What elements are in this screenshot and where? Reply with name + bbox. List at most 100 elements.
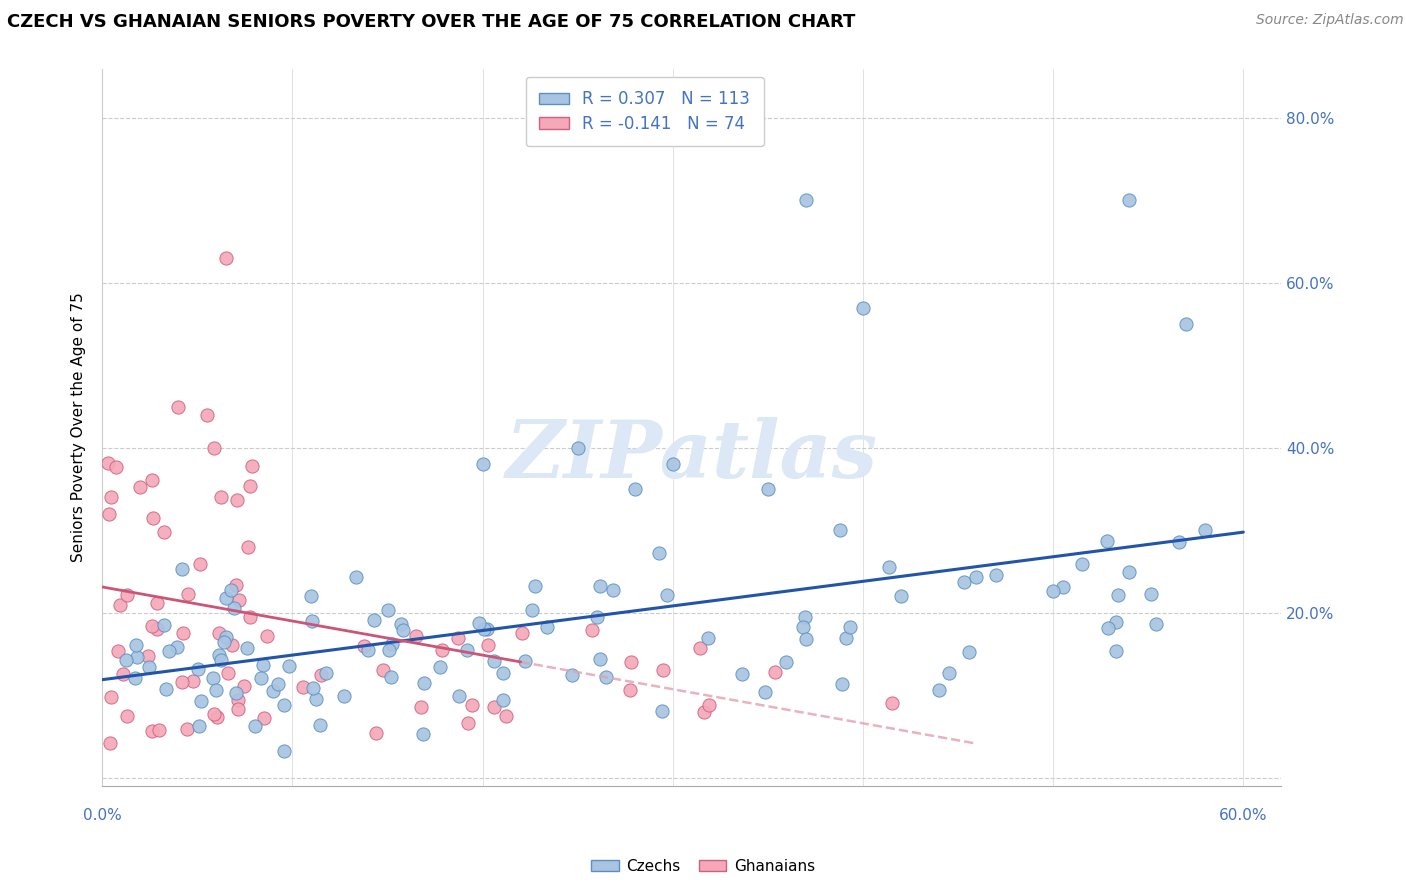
Point xyxy=(449,690,471,704)
Point xyxy=(693,705,716,719)
Point xyxy=(228,693,250,707)
Point xyxy=(965,570,987,584)
Point xyxy=(471,457,494,471)
Point xyxy=(1140,586,1163,600)
Point xyxy=(273,744,295,758)
Point xyxy=(482,654,505,668)
Point xyxy=(128,480,150,494)
Point xyxy=(107,644,129,658)
Point xyxy=(697,632,720,646)
Point xyxy=(957,645,980,659)
Point xyxy=(273,698,295,712)
Point xyxy=(153,524,176,539)
Point xyxy=(697,698,720,712)
Point xyxy=(187,662,209,676)
Point xyxy=(97,456,120,470)
Point xyxy=(1095,534,1118,549)
Point xyxy=(620,656,643,670)
Point xyxy=(536,620,558,634)
Point xyxy=(830,523,852,537)
Point xyxy=(315,665,337,680)
Point xyxy=(1118,194,1140,208)
Point xyxy=(148,723,170,738)
Point xyxy=(468,616,491,631)
Point xyxy=(377,642,399,657)
Point xyxy=(1175,317,1198,331)
Point xyxy=(877,559,900,574)
Point xyxy=(353,639,375,653)
Point xyxy=(412,676,434,690)
Point xyxy=(153,618,176,632)
Point xyxy=(215,591,238,606)
Point xyxy=(228,593,250,607)
Point xyxy=(1042,583,1064,598)
Point xyxy=(492,693,515,707)
Point xyxy=(1052,580,1074,594)
Point xyxy=(215,630,238,644)
Point xyxy=(252,658,274,673)
Point xyxy=(561,668,583,682)
Point xyxy=(794,632,817,647)
Point xyxy=(124,671,146,685)
Point xyxy=(219,582,242,597)
Point xyxy=(446,632,468,646)
Point xyxy=(371,663,394,677)
Point xyxy=(155,681,177,696)
Point xyxy=(457,715,479,730)
Point xyxy=(217,665,239,680)
Point xyxy=(794,610,817,624)
Point xyxy=(232,680,254,694)
Point xyxy=(1118,565,1140,579)
Point xyxy=(838,619,860,633)
Point xyxy=(357,642,380,657)
Point xyxy=(205,710,228,724)
Point xyxy=(586,610,609,624)
Point xyxy=(938,666,960,681)
Point xyxy=(208,648,231,662)
Point xyxy=(363,613,385,627)
Point xyxy=(1107,588,1129,602)
Point xyxy=(763,665,786,680)
Point xyxy=(226,493,249,508)
Point xyxy=(170,562,193,576)
Point xyxy=(662,457,685,471)
Point xyxy=(567,441,589,455)
Point xyxy=(754,684,776,698)
Text: ZIPatlas: ZIPatlas xyxy=(506,417,877,494)
Point xyxy=(953,575,976,590)
Point xyxy=(595,670,617,684)
Point xyxy=(209,491,232,505)
Point xyxy=(775,655,797,669)
Point xyxy=(928,683,950,698)
Point xyxy=(831,677,853,691)
Point xyxy=(98,736,121,750)
Point xyxy=(429,660,451,674)
Point xyxy=(1105,644,1128,658)
Point xyxy=(138,660,160,674)
Point xyxy=(731,667,754,681)
Point xyxy=(225,577,247,591)
Point xyxy=(647,546,669,560)
Point xyxy=(166,640,188,655)
Point xyxy=(141,723,163,738)
Point xyxy=(589,652,612,666)
Point xyxy=(477,638,499,652)
Point xyxy=(986,567,1008,582)
Point xyxy=(236,641,259,656)
Point xyxy=(475,622,498,636)
Point xyxy=(141,619,163,633)
Point xyxy=(411,699,433,714)
Text: CZECH VS GHANAIAN SENIORS POVERTY OVER THE AGE OF 75 CORRELATION CHART: CZECH VS GHANAIAN SENIORS POVERTY OVER T… xyxy=(7,13,855,31)
Point xyxy=(190,693,212,707)
Point xyxy=(381,637,404,651)
Point xyxy=(835,631,858,645)
Point xyxy=(202,706,225,721)
Point xyxy=(278,658,301,673)
Point xyxy=(117,588,139,602)
Point xyxy=(1144,617,1167,632)
Point xyxy=(309,718,332,732)
Point xyxy=(1097,621,1119,635)
Point xyxy=(344,570,367,584)
Point xyxy=(209,653,232,667)
Point xyxy=(492,666,515,681)
